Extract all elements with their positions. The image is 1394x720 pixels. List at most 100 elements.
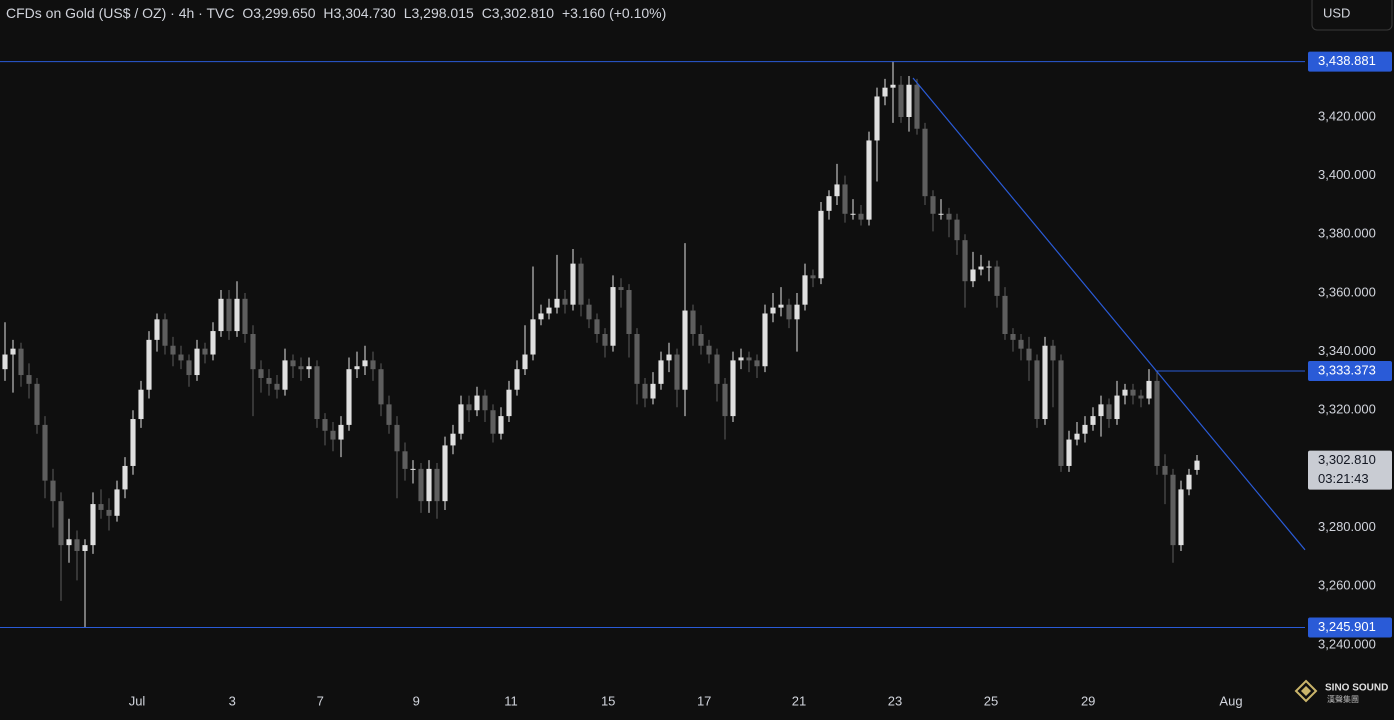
candle-body — [58, 501, 64, 546]
candle-body — [42, 424, 48, 481]
change: +3.160 (+0.10%) — [562, 5, 666, 21]
candle-body — [762, 313, 768, 367]
candle-body — [874, 96, 880, 141]
candle-body — [26, 375, 32, 384]
countdown: 03:21:43 — [1318, 471, 1369, 486]
candle-body — [650, 383, 656, 399]
candle-body — [986, 266, 992, 268]
candle-body — [354, 366, 360, 370]
last-price-box — [1308, 450, 1392, 490]
candle-body — [586, 304, 592, 320]
candle-body — [554, 298, 560, 308]
logo: SINO SOUND 漢聲集團 — [1294, 679, 1388, 704]
candle-body — [290, 360, 296, 367]
candle-body — [594, 319, 600, 334]
candle-body — [890, 84, 896, 88]
high: H3,304.730 — [323, 5, 396, 21]
trend-line — [912, 77, 1306, 551]
candle-body — [210, 331, 216, 355]
candle-body — [466, 404, 472, 411]
y-tick-label: 3,420.000 — [1318, 108, 1376, 123]
candle-body — [810, 275, 816, 279]
candle-body — [338, 424, 344, 440]
candle-body — [978, 266, 984, 270]
candle-body — [794, 304, 800, 320]
x-tick-label: 17 — [697, 693, 711, 708]
x-tick-label: 11 — [504, 693, 518, 708]
candle-body — [1186, 474, 1192, 490]
candle-body — [970, 269, 976, 282]
candle-body — [458, 404, 464, 434]
y-tick-label: 3,340.000 — [1318, 343, 1376, 358]
candle-body — [378, 369, 384, 405]
symbol: CFDs on Gold (US$ / OZ) · 4h · TVC — [6, 5, 234, 21]
candle-body — [194, 348, 200, 376]
candle-body — [1106, 404, 1112, 420]
currency-button[interactable]: USD — [1311, 0, 1393, 31]
candle-body — [410, 468, 416, 470]
candle-body — [666, 354, 672, 361]
candle-body — [178, 354, 184, 361]
candle-body — [490, 410, 496, 434]
candle-body — [298, 366, 304, 370]
candle-body — [1154, 380, 1160, 466]
candle-body — [170, 345, 176, 355]
candle-body — [770, 307, 776, 314]
candle-body — [618, 287, 624, 291]
candle-body — [426, 468, 432, 502]
candle-body — [506, 389, 512, 417]
y-tick-label: 3,280.000 — [1318, 519, 1376, 534]
candle-body — [34, 383, 40, 425]
candle-body — [850, 213, 856, 215]
candle-body — [1130, 389, 1136, 396]
candle-body — [482, 395, 488, 411]
candle-body — [842, 184, 848, 214]
candle-body — [226, 298, 232, 332]
x-tick-label: 7 — [317, 693, 324, 708]
candle-body — [250, 333, 256, 370]
level-label-box — [1308, 617, 1392, 638]
low: L3,298.015 — [404, 5, 474, 21]
x-tick-label: Aug — [1219, 693, 1242, 708]
logo-name: SINO SOUND — [1325, 683, 1388, 694]
candle-body — [362, 360, 368, 367]
candle-body — [754, 360, 760, 367]
candle-body — [242, 298, 248, 334]
candle-body — [522, 354, 528, 370]
y-tick-label: 3,320.000 — [1318, 402, 1376, 417]
logo-icon — [1294, 679, 1318, 703]
candle-body — [1018, 339, 1024, 349]
candle-body — [514, 369, 520, 390]
level-label-box — [1308, 51, 1392, 72]
candle-body — [138, 389, 144, 420]
candle-body — [1146, 380, 1152, 399]
candle-body — [122, 465, 128, 490]
candle-body — [1178, 489, 1184, 546]
candle-body — [1034, 360, 1040, 420]
candle-body — [658, 360, 664, 384]
candle-body — [786, 304, 792, 320]
candle-body — [674, 354, 680, 390]
candle-body — [1170, 474, 1176, 546]
button-label[interactable]: USD — [1323, 5, 1350, 20]
x-tick-label: 15 — [601, 693, 615, 708]
candle-body — [634, 333, 640, 384]
last-price-label: 3,302.810 — [1318, 452, 1376, 467]
header: CFDs on Gold (US$ / OZ) · 4h · TVC O3,29… — [6, 5, 666, 21]
candle-body — [1194, 460, 1200, 470]
candle-body — [1002, 295, 1008, 334]
y-tick-label: 3,260.000 — [1318, 578, 1376, 593]
level-label: 3,333.373 — [1318, 362, 1376, 377]
candle-body — [730, 360, 736, 417]
candle-body — [1114, 395, 1120, 420]
candle-body — [258, 369, 264, 378]
candle-body — [962, 240, 968, 282]
candle-body — [714, 354, 720, 384]
candle-body — [314, 366, 320, 420]
candle-body — [818, 210, 824, 279]
candle-body — [2, 354, 8, 370]
button-box[interactable] — [1311, 0, 1393, 31]
candle-body — [274, 383, 280, 390]
candle-body — [906, 84, 912, 118]
